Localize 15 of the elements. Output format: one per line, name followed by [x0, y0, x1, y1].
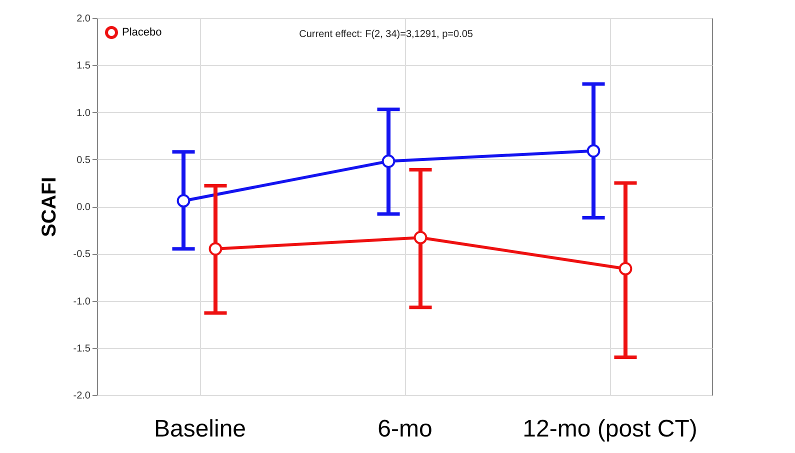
y-tick-label: 2.0: [76, 14, 91, 24]
y-tick-label: -1.0: [73, 296, 91, 308]
y-tick-label: -0.5: [73, 249, 91, 260]
y-tick-label: 0.5: [76, 154, 91, 166]
x-tick-label: 12-mo (post CT): [522, 416, 698, 442]
y-tick-label: -2.0: [73, 390, 91, 402]
y-tick-label: 0.0: [76, 202, 91, 213]
x-tick-label: Baseline: [154, 416, 246, 442]
y-tick-label: 1.5: [76, 60, 91, 72]
x-tick-label: 6-mo: [378, 416, 432, 442]
annotation: Current effect: F(2, 34)=3,1291, p=0.05: [299, 29, 474, 40]
y-tick-label: 1.0: [76, 108, 91, 119]
y-axis-title: SCAFI: [38, 177, 60, 237]
legend-label: Placebo: [122, 26, 162, 38]
y-tick-label: -1.5: [73, 343, 91, 354]
